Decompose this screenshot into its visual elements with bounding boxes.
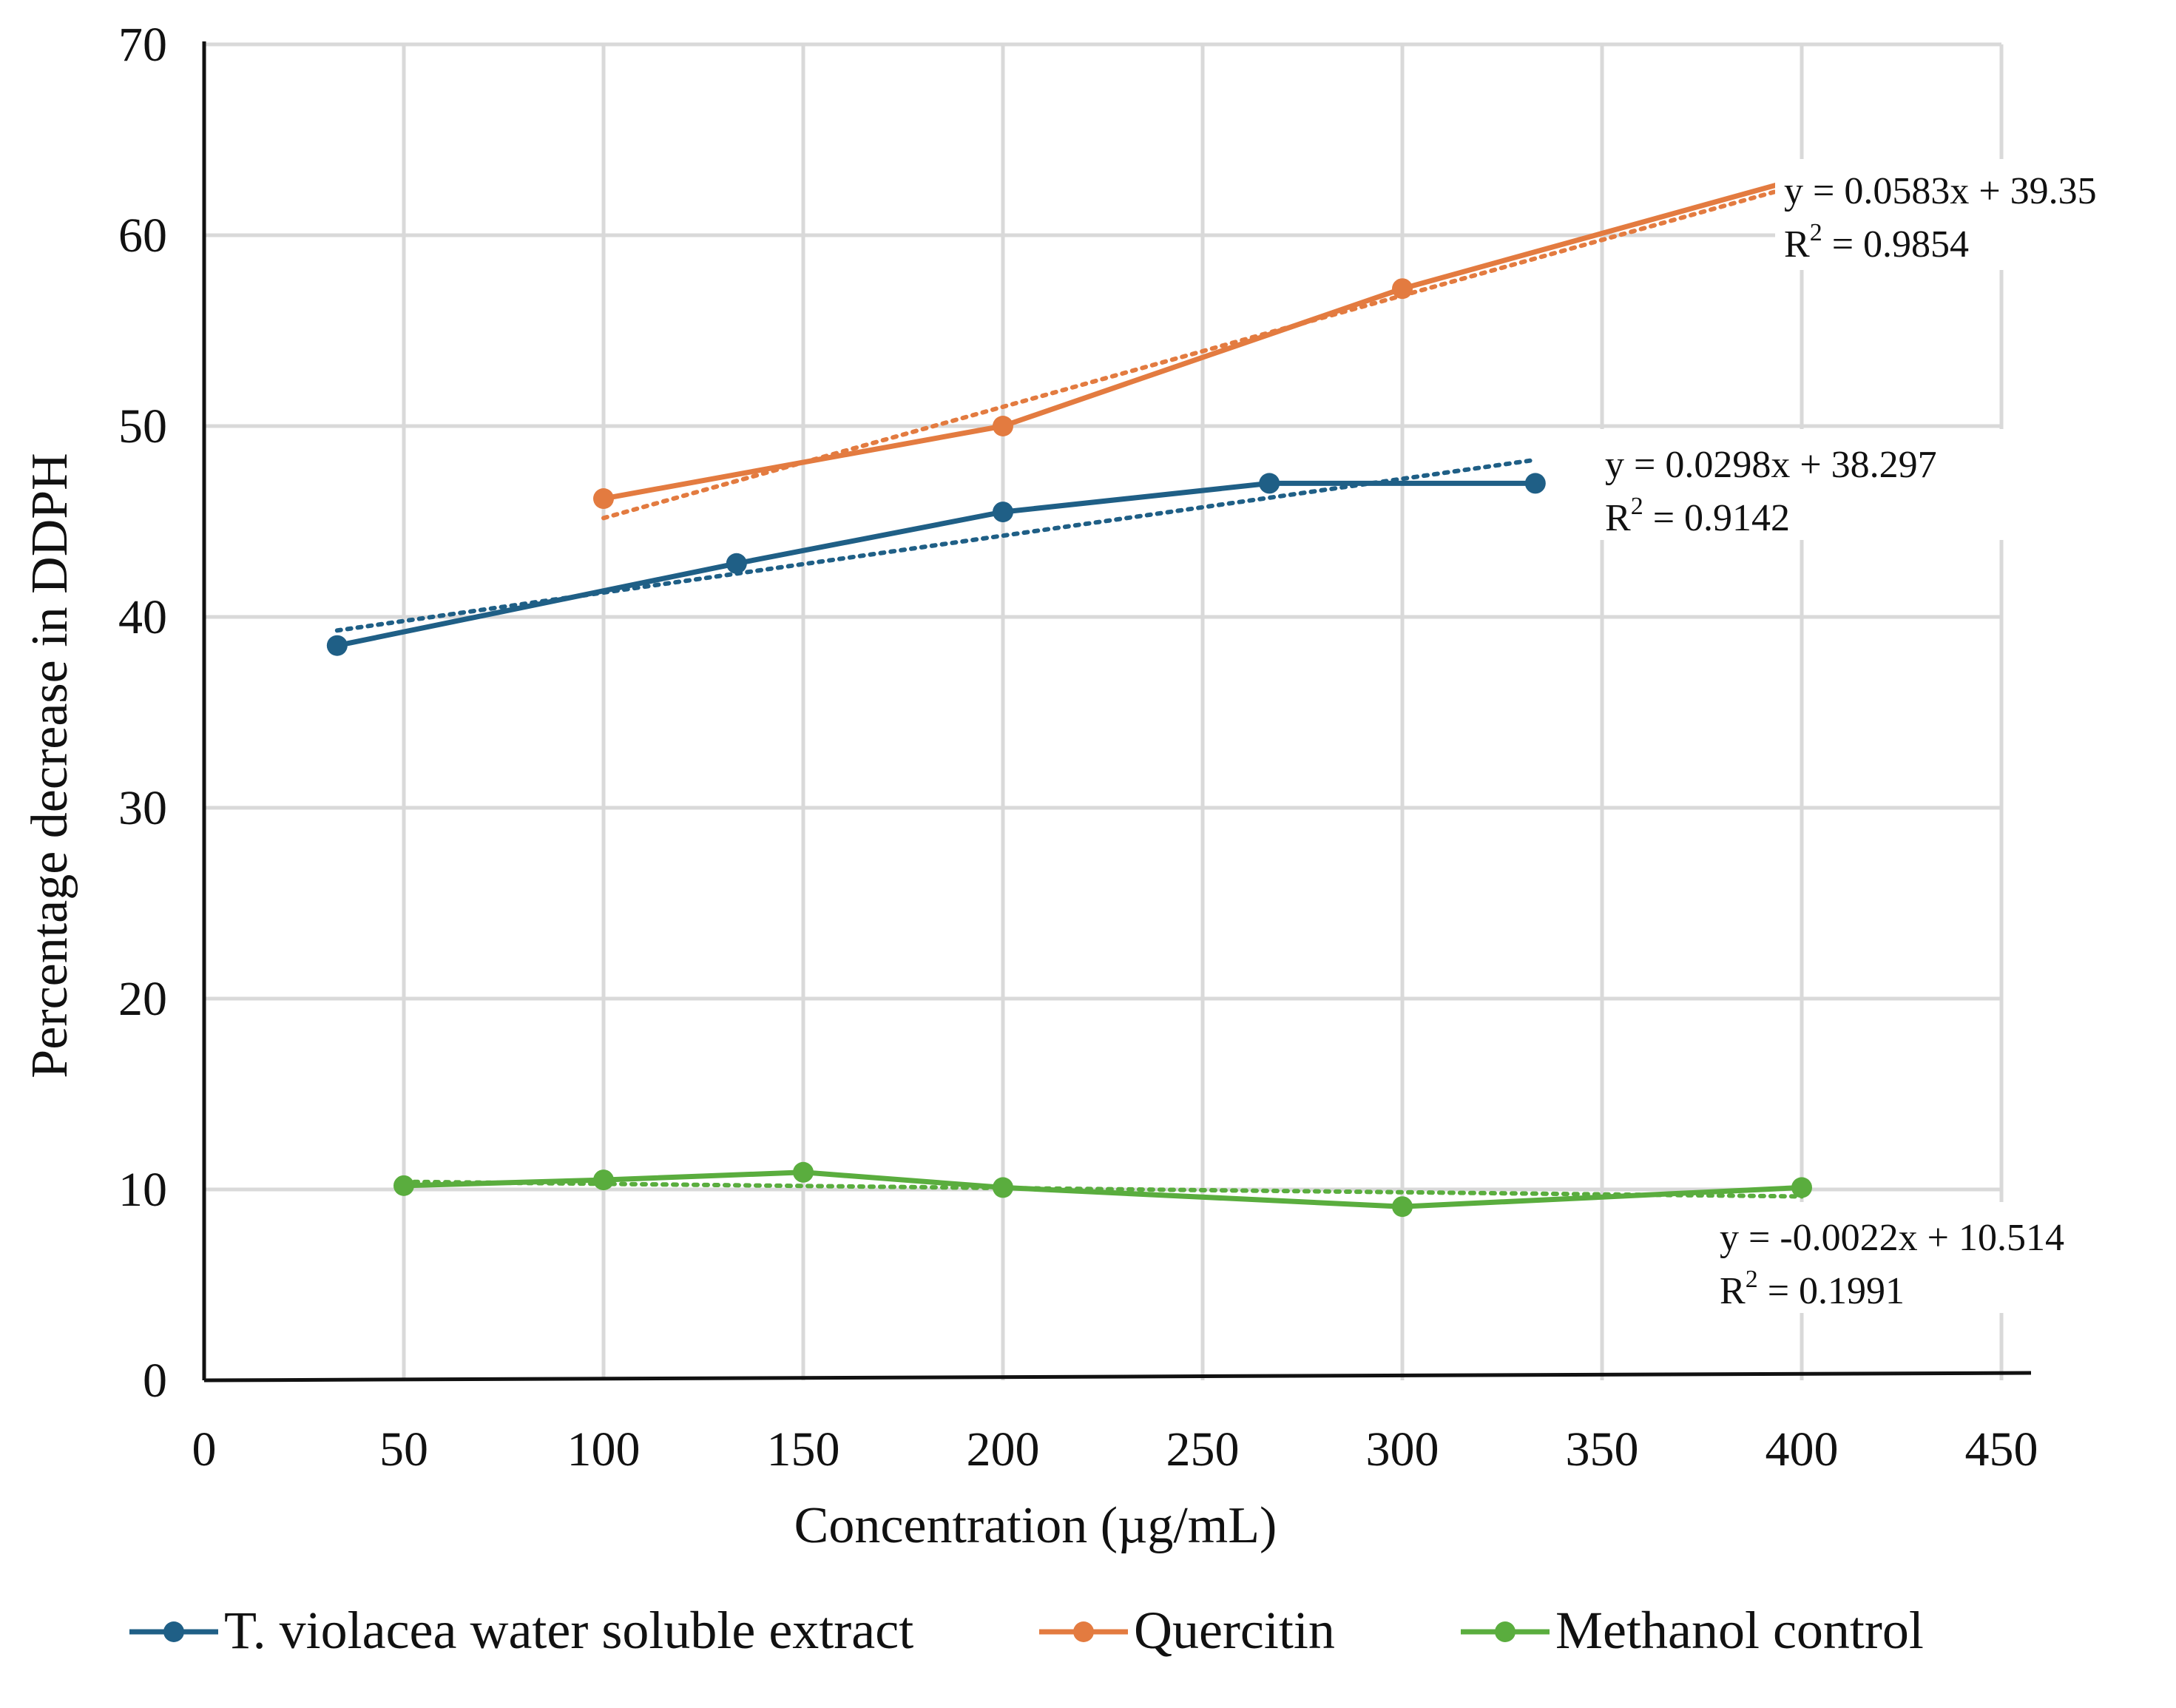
- trendline-equations: y = 0.0298x + 38.297 R2 = 0.9142 y = 0.058…: [1575, 159, 2175, 1313]
- data-point: [1392, 1196, 1413, 1218]
- data-point: [593, 1169, 614, 1191]
- trendline-equation: y = 0.0583x + 39.35: [1784, 170, 2097, 212]
- legend: T. violacea water soluble extract Quercit…: [129, 1601, 1924, 1660]
- x-tick-label: 0: [192, 1422, 217, 1476]
- grid: [204, 42, 2004, 1380]
- y-tick-label: 70: [118, 18, 167, 72]
- data-point: [1791, 1177, 1812, 1198]
- r-squared-label: R2 = 0.1991: [1720, 1266, 1905, 1312]
- x-tick-label: 300: [1366, 1422, 1439, 1476]
- legend-swatch-marker: [163, 1621, 184, 1642]
- x-tick-label: 450: [1965, 1422, 2038, 1476]
- series-line-2: [403, 1169, 1802, 1209]
- tick-labels: 0 50 100 150 200 250 300 350 400 450 0 10 20 30 40 50 60…: [118, 18, 2038, 1476]
- data-point: [993, 416, 1013, 436]
- series-line-1: [603, 175, 1802, 502]
- data-point: [793, 1161, 814, 1183]
- series-line-0: [337, 480, 1535, 649]
- r-squared-label: R2 = 0.9854: [1784, 219, 1969, 266]
- legend-label: T. violacea water soluble extract: [224, 1601, 913, 1660]
- legend-swatch-marker: [1495, 1621, 1516, 1642]
- data-point: [726, 553, 747, 574]
- x-tick-label: 200: [967, 1422, 1040, 1476]
- x-tick-label: 150: [767, 1422, 840, 1476]
- equation-background: [1775, 159, 2175, 270]
- y-tick-label: 60: [118, 209, 167, 263]
- y-tick-label: 50: [118, 399, 167, 453]
- x-axis-line: [203, 1371, 2032, 1383]
- legend-swatch-marker: [1073, 1621, 1094, 1642]
- x-tick-label: 400: [1766, 1422, 1839, 1476]
- trendlines: [334, 182, 1804, 1199]
- y-tick-label: 30: [118, 781, 167, 835]
- y-tick-label: 40: [118, 590, 167, 644]
- trendline-equation: y = -0.0022x + 10.514: [1720, 1217, 2064, 1259]
- x-tick-label: 100: [567, 1422, 641, 1476]
- data-point: [993, 502, 1013, 523]
- data-point: [393, 1175, 414, 1196]
- data-point: [993, 1177, 1013, 1198]
- trendline-2: [402, 1179, 1804, 1199]
- data-point: [326, 635, 348, 656]
- legend-label: Methanol control: [1555, 1601, 1924, 1660]
- y-tick-label: 0: [143, 1354, 167, 1408]
- data-point: [1524, 473, 1546, 494]
- data-point: [1392, 278, 1413, 300]
- data-point: [593, 488, 614, 510]
- series-lines: [326, 167, 1812, 1218]
- data-point: [1259, 473, 1280, 494]
- x-tick-label: 250: [1166, 1422, 1240, 1476]
- y-tick-label: 20: [118, 972, 167, 1026]
- y-tick-label: 10: [118, 1163, 167, 1217]
- x-tick-label: 350: [1566, 1422, 1639, 1476]
- trendline-equation: y = 0.0298x + 38.297: [1605, 444, 1937, 486]
- x-axis-title: Concentration (µg/mL): [794, 1497, 1277, 1554]
- y-axis-title: Percentage decrease in DDPH: [21, 453, 78, 1078]
- legend-label: Quercitin: [1134, 1601, 1335, 1660]
- axes: [202, 41, 2032, 1383]
- x-tick-label: 50: [379, 1422, 428, 1476]
- equation-background: [1575, 429, 2138, 540]
- r-squared-label: R2 = 0.9142: [1605, 493, 1790, 539]
- equation-background: [1701, 1202, 2145, 1313]
